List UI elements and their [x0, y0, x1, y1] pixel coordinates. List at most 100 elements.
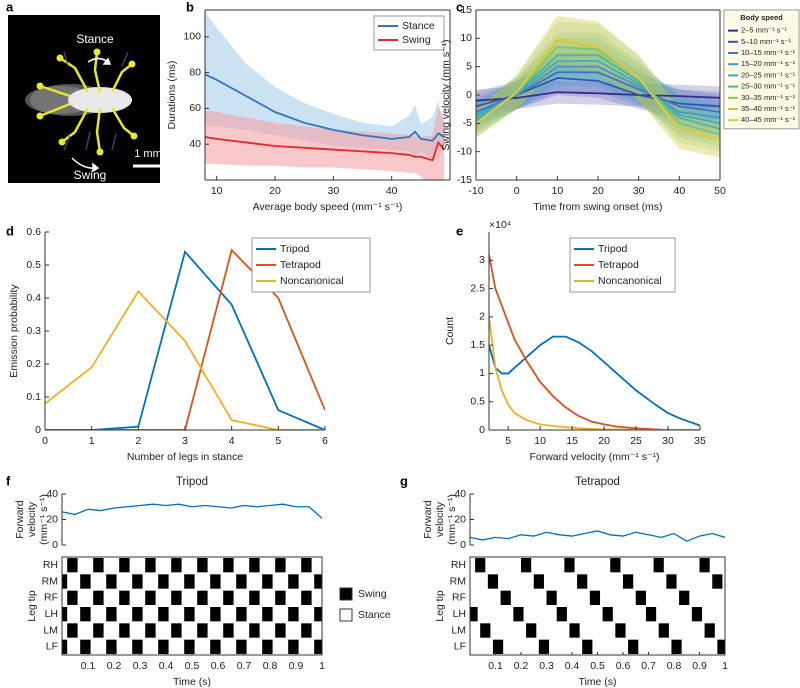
y-tick-label: RM [450, 575, 466, 587]
y-tick-label: 5 [466, 60, 472, 72]
x-axis-label: Average body speed (mm⁻¹ s⁻¹) [253, 201, 403, 213]
swing-bar [93, 590, 104, 605]
x-tick-label: 15 [566, 435, 578, 447]
x-tick-label: 0.3 [133, 660, 148, 672]
swing-bar [653, 558, 664, 573]
y-tick-label: RH [451, 559, 466, 571]
panel-label: d [6, 223, 14, 238]
error-band [476, 15, 720, 158]
leg-traces [63, 51, 129, 151]
swing-bar [564, 558, 575, 573]
x-tick-label: 5 [275, 435, 281, 447]
swing-bar [314, 607, 322, 622]
swing-bar [249, 590, 260, 605]
y-tick-label: 20 [46, 513, 58, 525]
legend-label: Tetrapod [280, 259, 321, 271]
y-tick-label: -10 [457, 145, 472, 157]
swing-bar [197, 558, 208, 573]
panel-label: a [6, 0, 14, 14]
swing-bar [301, 623, 312, 638]
x-tick-label: 20 [592, 185, 604, 197]
arrows [71, 57, 163, 173]
x-tick-label: 50 [714, 185, 726, 197]
x-tick-label: 1 [722, 660, 728, 672]
x-tick-label: 0.4 [565, 660, 580, 672]
x-tick-label: 0.9 [692, 660, 707, 672]
swing-bar [314, 574, 322, 589]
y-tick-label: 80 [189, 66, 201, 78]
y-tick-label: 20 [454, 513, 466, 525]
swing-bar [236, 574, 247, 589]
data-line [205, 136, 445, 162]
marks [205, 11, 445, 180]
swing-bar [623, 574, 634, 589]
x-tick-label: 0.1 [81, 660, 96, 672]
x-tick-label: 0.5 [590, 660, 605, 672]
swing-bar [526, 623, 537, 638]
swing-bar [132, 607, 143, 622]
y-tick-label: 0 [479, 424, 485, 436]
y-axis-label: Forward [422, 500, 434, 539]
legend-label: 10–15 mm⁻¹ s⁻¹ [741, 48, 796, 57]
error-band [476, 21, 720, 152]
y-tick-label: -15 [457, 174, 472, 186]
swing-bar [275, 590, 286, 605]
leg-tips [36, 48, 138, 156]
marks [62, 503, 322, 519]
x-tick-label: 6 [322, 435, 328, 447]
data-line [470, 530, 725, 542]
swing-bar [106, 607, 117, 622]
swing-bar [704, 623, 715, 638]
y-multiplier: ×10⁴ [489, 219, 511, 231]
axis-frame [469, 556, 726, 656]
swing-bar [288, 607, 299, 622]
x-tick-label: 0.1 [488, 660, 503, 672]
x-tick-label: 20 [598, 435, 610, 447]
plot-area: 00.511.522.535 10 15 20 25 30 35×10⁴TripodTetr… [470, 219, 706, 447]
data-line [476, 65, 720, 119]
x-tick-label: 30 [633, 185, 645, 197]
error-band [476, 52, 720, 129]
swing-bar [210, 574, 221, 589]
swing-bar [546, 590, 557, 605]
x-tick-label: 10 [534, 435, 546, 447]
y-axis-label: (mm⁻¹ s⁻¹) [38, 494, 50, 545]
swing-bar [262, 607, 273, 622]
swing-bar [717, 639, 725, 654]
x-tick-label: 0.2 [514, 660, 529, 672]
x-tick-label: 0.6 [616, 660, 631, 672]
y-tick-label: 60 [189, 102, 201, 114]
swing-bar [699, 558, 710, 573]
swing-bar [106, 639, 117, 654]
scale-bar-label: 1 mm [134, 148, 162, 160]
plot-area: 0 20 40 [454, 488, 725, 551]
y-tick-label: 0.6 [26, 226, 41, 238]
y-tick-label: -5 [463, 117, 472, 129]
y-tick-label: LH [453, 608, 466, 620]
x-tick-label: 20 [269, 185, 281, 197]
y-tick-label: LM [451, 624, 466, 636]
y-axis-label: (mm⁻¹ s⁻¹) [446, 494, 458, 545]
x-tick-label: 10 [551, 185, 563, 197]
chart-title: Tetrapod [575, 476, 620, 488]
swing-bar [589, 590, 601, 605]
panel-label: e [456, 223, 463, 238]
y-axis-label: velocity [26, 501, 38, 537]
y-axis-label: Leg tip [434, 590, 446, 622]
swing-bar [171, 623, 182, 638]
swing-bar [106, 574, 117, 589]
x-tick-label: 30 [662, 435, 674, 447]
legend-label: Stance [402, 20, 435, 32]
swing-bar [223, 590, 234, 605]
marks [470, 530, 725, 542]
y-axis-label: Durations (ms) [166, 61, 178, 130]
plot-area: 0 20 40 [46, 488, 322, 551]
swing-bar [288, 639, 299, 654]
swing-bar [487, 574, 499, 589]
y-tick-label: 0.5 [470, 395, 485, 407]
swing-bar [197, 623, 208, 638]
fly-body [68, 87, 132, 113]
swing-bar [610, 558, 621, 573]
y-axis-label: Emission probability [8, 284, 20, 378]
x-tick-label: 10 [211, 185, 223, 197]
